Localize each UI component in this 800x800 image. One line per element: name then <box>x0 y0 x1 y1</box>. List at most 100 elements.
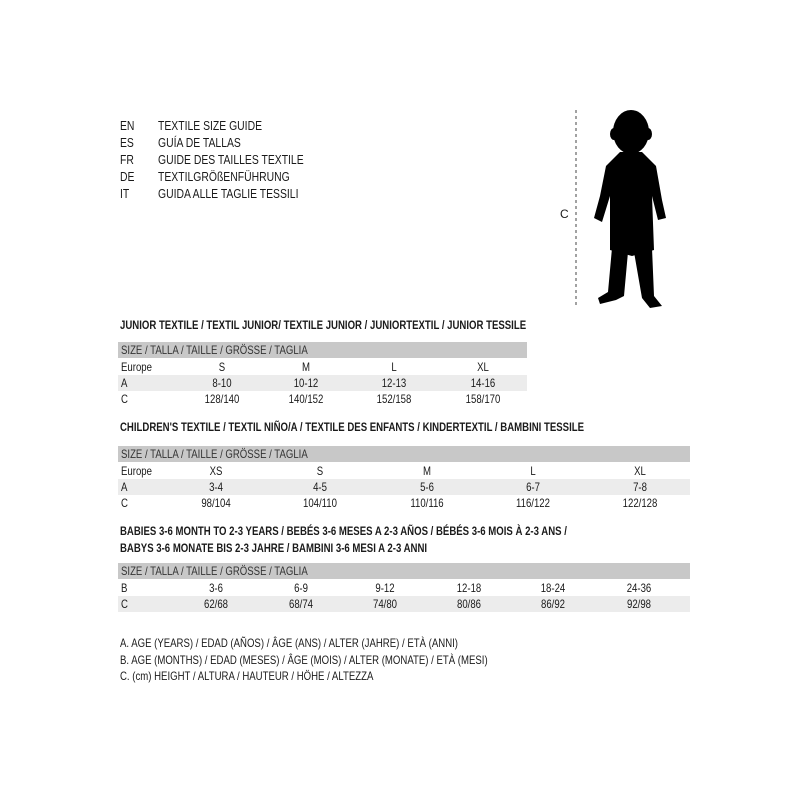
table-cell: 122/128 <box>623 495 683 511</box>
lang-code-text: EN <box>120 118 135 133</box>
table-cell: 18-24 <box>541 580 584 596</box>
lang-title: TEXTILGRÖßENFÜHRUNG <box>158 169 323 184</box>
cell-text: S <box>316 464 324 478</box>
table-row: A 3-4 4-5 5-6 6-7 7-8 <box>118 479 690 495</box>
cell-text: 152/158 <box>376 392 412 406</box>
table-cell: L <box>530 463 540 479</box>
table-cell: 92/98 <box>627 596 669 612</box>
table-cell: 74/80 <box>373 596 415 612</box>
lang-code-text: ES <box>120 135 134 150</box>
lang-code: IT <box>120 186 132 201</box>
row-label: C <box>121 596 130 612</box>
legend-item: A. AGE (YEARS) / EDAD (AÑOS) / ÂGE (ANS)… <box>120 636 543 650</box>
table-cell: 3-6 <box>209 580 233 596</box>
table-cell: XL <box>477 359 498 375</box>
table-row: C 62/68 68/74 74/80 80/86 86/92 92/98 <box>118 596 690 612</box>
table-row: A 8-10 10-12 12-13 14-16 <box>118 375 527 391</box>
lang-title: GUIDE DES TAILLES TEXTILE <box>158 152 340 167</box>
lang-code-text: IT <box>120 186 130 201</box>
table-cell: S <box>316 463 328 479</box>
cell-text: 122/128 <box>622 496 658 510</box>
size-header-text: SIZE / TALLA / TAILLE / GRÖSSE / TAGLIA <box>121 343 308 357</box>
cell-text: 6-7 <box>526 480 540 494</box>
legend-item: C. (cm) HEIGHT / ALTURA / HAUTEUR / HÖHE… <box>120 669 437 683</box>
table-cell: 80/86 <box>457 596 499 612</box>
lang-title-text: TEXTILE SIZE GUIDE <box>158 118 263 133</box>
size-header-text: SIZE / TALLA / TAILLE / GRÖSSE / TAGLIA <box>121 447 308 461</box>
cell-text: 104/110 <box>303 496 337 510</box>
table-cell: XS <box>210 463 232 479</box>
table-cell: 128/140 <box>205 391 265 407</box>
table-cell: 12-13 <box>382 375 425 391</box>
row-label: Europe <box>121 463 160 479</box>
cell-text: L <box>391 360 397 374</box>
cell-text: 5-6 <box>420 480 434 494</box>
table-cell: XL <box>634 463 655 479</box>
table-cell: 6-9 <box>294 580 318 596</box>
shaded-row-bg <box>118 596 690 612</box>
table-cell: 116/122 <box>516 495 576 511</box>
row-label-text: C <box>121 392 128 406</box>
size-header: SIZE / TALLA / TAILLE / GRÖSSE / TAGLIA <box>121 564 354 578</box>
cell-text: 14-16 <box>470 376 496 390</box>
row-label: B <box>121 580 129 596</box>
legend-text: A. AGE (YEARS) / EDAD (AÑOS) / ÂGE (ANS)… <box>120 636 459 650</box>
cell-text: 7-8 <box>633 480 647 494</box>
babies-title-line2: BABYS 3-6 MONATE BIS 2-3 JAHRE / BAMBINI… <box>120 541 428 555</box>
table-cell: 14-16 <box>471 375 514 391</box>
table-row: C 128/140 140/152 152/158 158/170 <box>118 391 527 407</box>
cell-text: XL <box>634 464 646 478</box>
cell-text: 12-13 <box>381 376 407 390</box>
table-cell: 3-4 <box>209 479 233 495</box>
lang-title-text: TEXTILGRÖßENFÜHRUNG <box>158 169 290 184</box>
cell-text: 92/98 <box>626 597 652 611</box>
cell-text: 24-36 <box>626 581 652 595</box>
legend-text: B. AGE (MONTHS) / EDAD (MESES) / ÂGE (MO… <box>120 652 488 667</box>
row-label: C <box>121 391 130 407</box>
legend-text: C. (cm) HEIGHT / ALTURA / HAUTEUR / HÖHE… <box>120 669 374 683</box>
table-cell: 8-10 <box>212 375 246 391</box>
table-cell: 98/104 <box>201 495 253 511</box>
junior-title: JUNIOR TEXTILE / TEXTIL JUNIOR/ TEXTILE … <box>120 318 527 332</box>
lang-title: GUIDA ALLE TAGLIE TESSILI <box>158 186 334 201</box>
cell-text: 80/86 <box>456 597 482 611</box>
cell-text: S <box>218 360 226 374</box>
cell-text: 116/122 <box>516 496 550 510</box>
lang-code: FR <box>120 152 137 167</box>
table-cell: 5-6 <box>420 479 444 495</box>
cell-text: 74/80 <box>372 597 398 611</box>
cell-text: 86/92 <box>540 597 566 611</box>
size-header-row <box>118 342 527 358</box>
row-label-text: A <box>121 376 128 390</box>
child-silhouette-icon <box>575 110 666 308</box>
table-cell: S <box>218 359 230 375</box>
cell-text: 4-5 <box>313 480 327 494</box>
row-label-text: Europe <box>121 360 152 374</box>
table-cell: L <box>391 359 401 375</box>
table-cell: 62/68 <box>204 596 246 612</box>
lang-title: GUÍA DE TALLAS <box>158 135 262 150</box>
row-label: C <box>121 495 130 511</box>
cell-text: 10-12 <box>293 376 319 390</box>
size-header-row <box>118 446 690 462</box>
table-cell: 9-12 <box>375 580 409 596</box>
shaded-row-bg <box>118 479 690 495</box>
table-cell: M <box>302 359 316 375</box>
table-cell: 158/170 <box>466 391 526 407</box>
table-row: Europe S M L XL <box>118 359 527 375</box>
table-cell: M <box>423 463 437 479</box>
cell-text: 68/74 <box>288 597 314 611</box>
size-header: SIZE / TALLA / TAILLE / GRÖSSE / TAGLIA <box>121 447 354 461</box>
lang-code-text: FR <box>120 152 134 167</box>
table-cell: 24-36 <box>627 580 670 596</box>
row-label: A <box>121 375 129 391</box>
cell-text: 158/170 <box>465 392 501 406</box>
cell-text: XL <box>477 360 489 374</box>
cell-text: 98/104 <box>201 496 231 510</box>
table-cell: 68/74 <box>289 596 331 612</box>
table-cell: 4-5 <box>313 479 337 495</box>
cell-text: M <box>302 360 310 374</box>
cell-text: 12-18 <box>456 581 482 595</box>
babies-title-line1: BABIES 3-6 MONTH TO 2-3 YEARS / BEBÉS 3-… <box>120 524 567 538</box>
